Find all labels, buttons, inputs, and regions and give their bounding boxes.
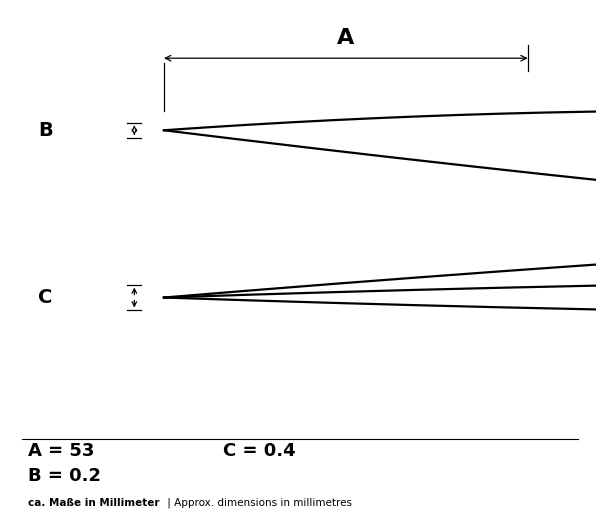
Text: B: B [38,121,53,140]
Text: ca. Maße in Millimeter: ca. Maße in Millimeter [28,497,160,507]
Text: | Approx. dimensions in millimetres: | Approx. dimensions in millimetres [164,497,352,507]
Text: C = 0.4: C = 0.4 [223,441,296,460]
Text: A = 53: A = 53 [28,441,94,460]
Text: A: A [337,28,355,48]
Text: B = 0.2: B = 0.2 [28,468,101,485]
Text: C: C [38,288,53,307]
